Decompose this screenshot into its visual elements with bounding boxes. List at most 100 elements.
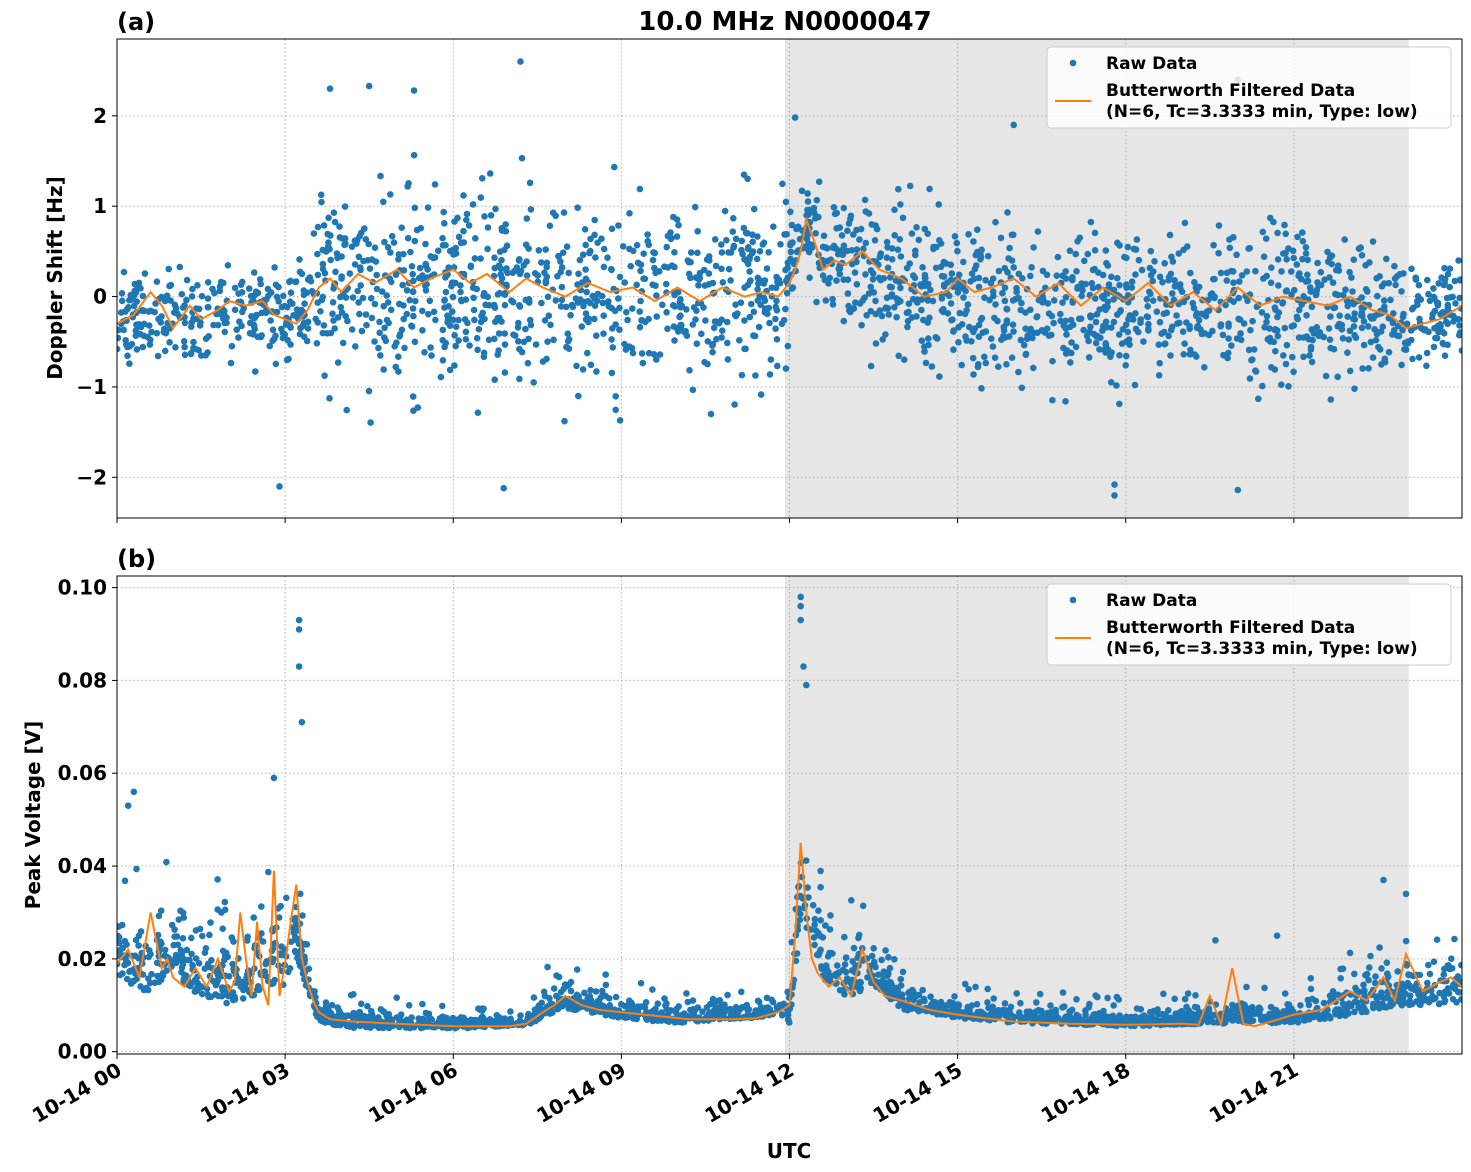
raw-data-point [1039,267,1047,275]
raw-data-point [352,343,359,350]
raw-data-point [792,957,800,965]
raw-data-point [1149,297,1157,305]
raw-data-point [280,292,287,300]
raw-data-point [977,253,985,261]
raw-data-point [290,312,297,319]
raw-data-point [1184,990,1192,997]
raw-data-point [1211,275,1218,283]
raw-data-point [1134,328,1142,336]
raw-data-point [1406,997,1414,1005]
raw-data-point [1111,481,1118,488]
raw-data-point [560,209,568,216]
raw-data-point [219,947,227,955]
raw-data-point [526,179,534,187]
raw-data-point [777,241,784,248]
raw-data-point [178,949,186,956]
raw-data-point [1084,250,1092,258]
raw-data-point [1379,323,1387,331]
raw-data-point [1157,1011,1164,1018]
raw-data-point [782,198,790,206]
raw-data-point [338,309,346,316]
raw-data-point [337,303,345,311]
raw-data-point [516,375,523,383]
raw-data-point [699,1008,706,1015]
raw-data-point [257,280,265,288]
raw-data-point [663,243,670,251]
raw-data-point [717,1013,724,1020]
raw-data-point [579,251,587,258]
raw-data-point [1266,1010,1273,1018]
raw-data-point [581,989,588,997]
raw-data-point [466,342,473,349]
raw-data-point [1329,279,1337,287]
raw-data-point [1158,330,1165,338]
raw-data-point [995,363,1002,371]
raw-data-point [317,308,324,315]
raw-data-point [296,962,304,970]
raw-data-point [640,275,647,283]
raw-data-point [539,358,547,365]
raw-data-point [1320,999,1328,1007]
raw-data-point [373,271,381,279]
raw-data-point [1304,271,1311,279]
raw-data-point [867,283,874,291]
raw-data-point [1230,279,1237,287]
raw-data-point [1103,259,1110,267]
raw-data-point [384,244,392,251]
raw-data-point [446,322,454,330]
raw-data-point [1280,250,1287,257]
raw-data-point [1423,349,1431,357]
raw-data-point [179,961,187,968]
raw-data-point [286,298,294,306]
raw-data-point [322,1003,330,1010]
raw-data-point [218,311,226,319]
raw-data-point [538,259,545,266]
raw-data-point [567,311,574,319]
raw-data-point [296,268,304,276]
raw-data-point [175,916,183,923]
raw-data-point [517,267,525,275]
raw-data-point [1289,353,1296,361]
raw-data-point [876,307,884,314]
raw-data-point [326,85,334,92]
raw-data-point [1060,1003,1068,1010]
raw-data-point [587,986,594,994]
raw-data-point [1387,296,1394,304]
raw-data-point [1123,254,1130,262]
raw-data-point [128,340,136,348]
raw-data-point [954,247,961,255]
raw-data-point [308,287,316,295]
raw-data-point [520,262,527,269]
raw-data-point [269,326,277,334]
raw-data-point [1116,242,1123,249]
raw-data-point [159,972,167,979]
raw-data-point [393,994,401,1001]
raw-data-point [719,279,727,286]
raw-data-point [235,290,242,297]
raw-data-point [1290,254,1297,262]
raw-data-point [829,301,837,308]
y-tick-label: 0 [93,285,107,309]
raw-data-point [221,898,229,906]
raw-data-point [811,915,819,923]
raw-data-point [1434,299,1442,307]
raw-data-point [378,288,386,295]
raw-data-point [154,352,162,360]
raw-data-point [1137,319,1144,327]
raw-data-point [1302,244,1310,251]
raw-data-point [870,945,877,952]
raw-data-point [1114,274,1121,282]
raw-data-point [1044,300,1052,307]
raw-data-point [387,191,394,198]
raw-data-point [522,325,529,333]
raw-data-point [1003,305,1010,313]
raw-data-point [480,289,488,297]
raw-data-point [743,1004,750,1012]
raw-data-point [1451,277,1459,285]
raw-data-point [593,368,600,375]
raw-data-point [872,963,879,971]
raw-data-point [428,352,435,359]
raw-data-point [387,249,394,256]
raw-data-point [1085,337,1092,345]
raw-data-point [1176,319,1183,327]
